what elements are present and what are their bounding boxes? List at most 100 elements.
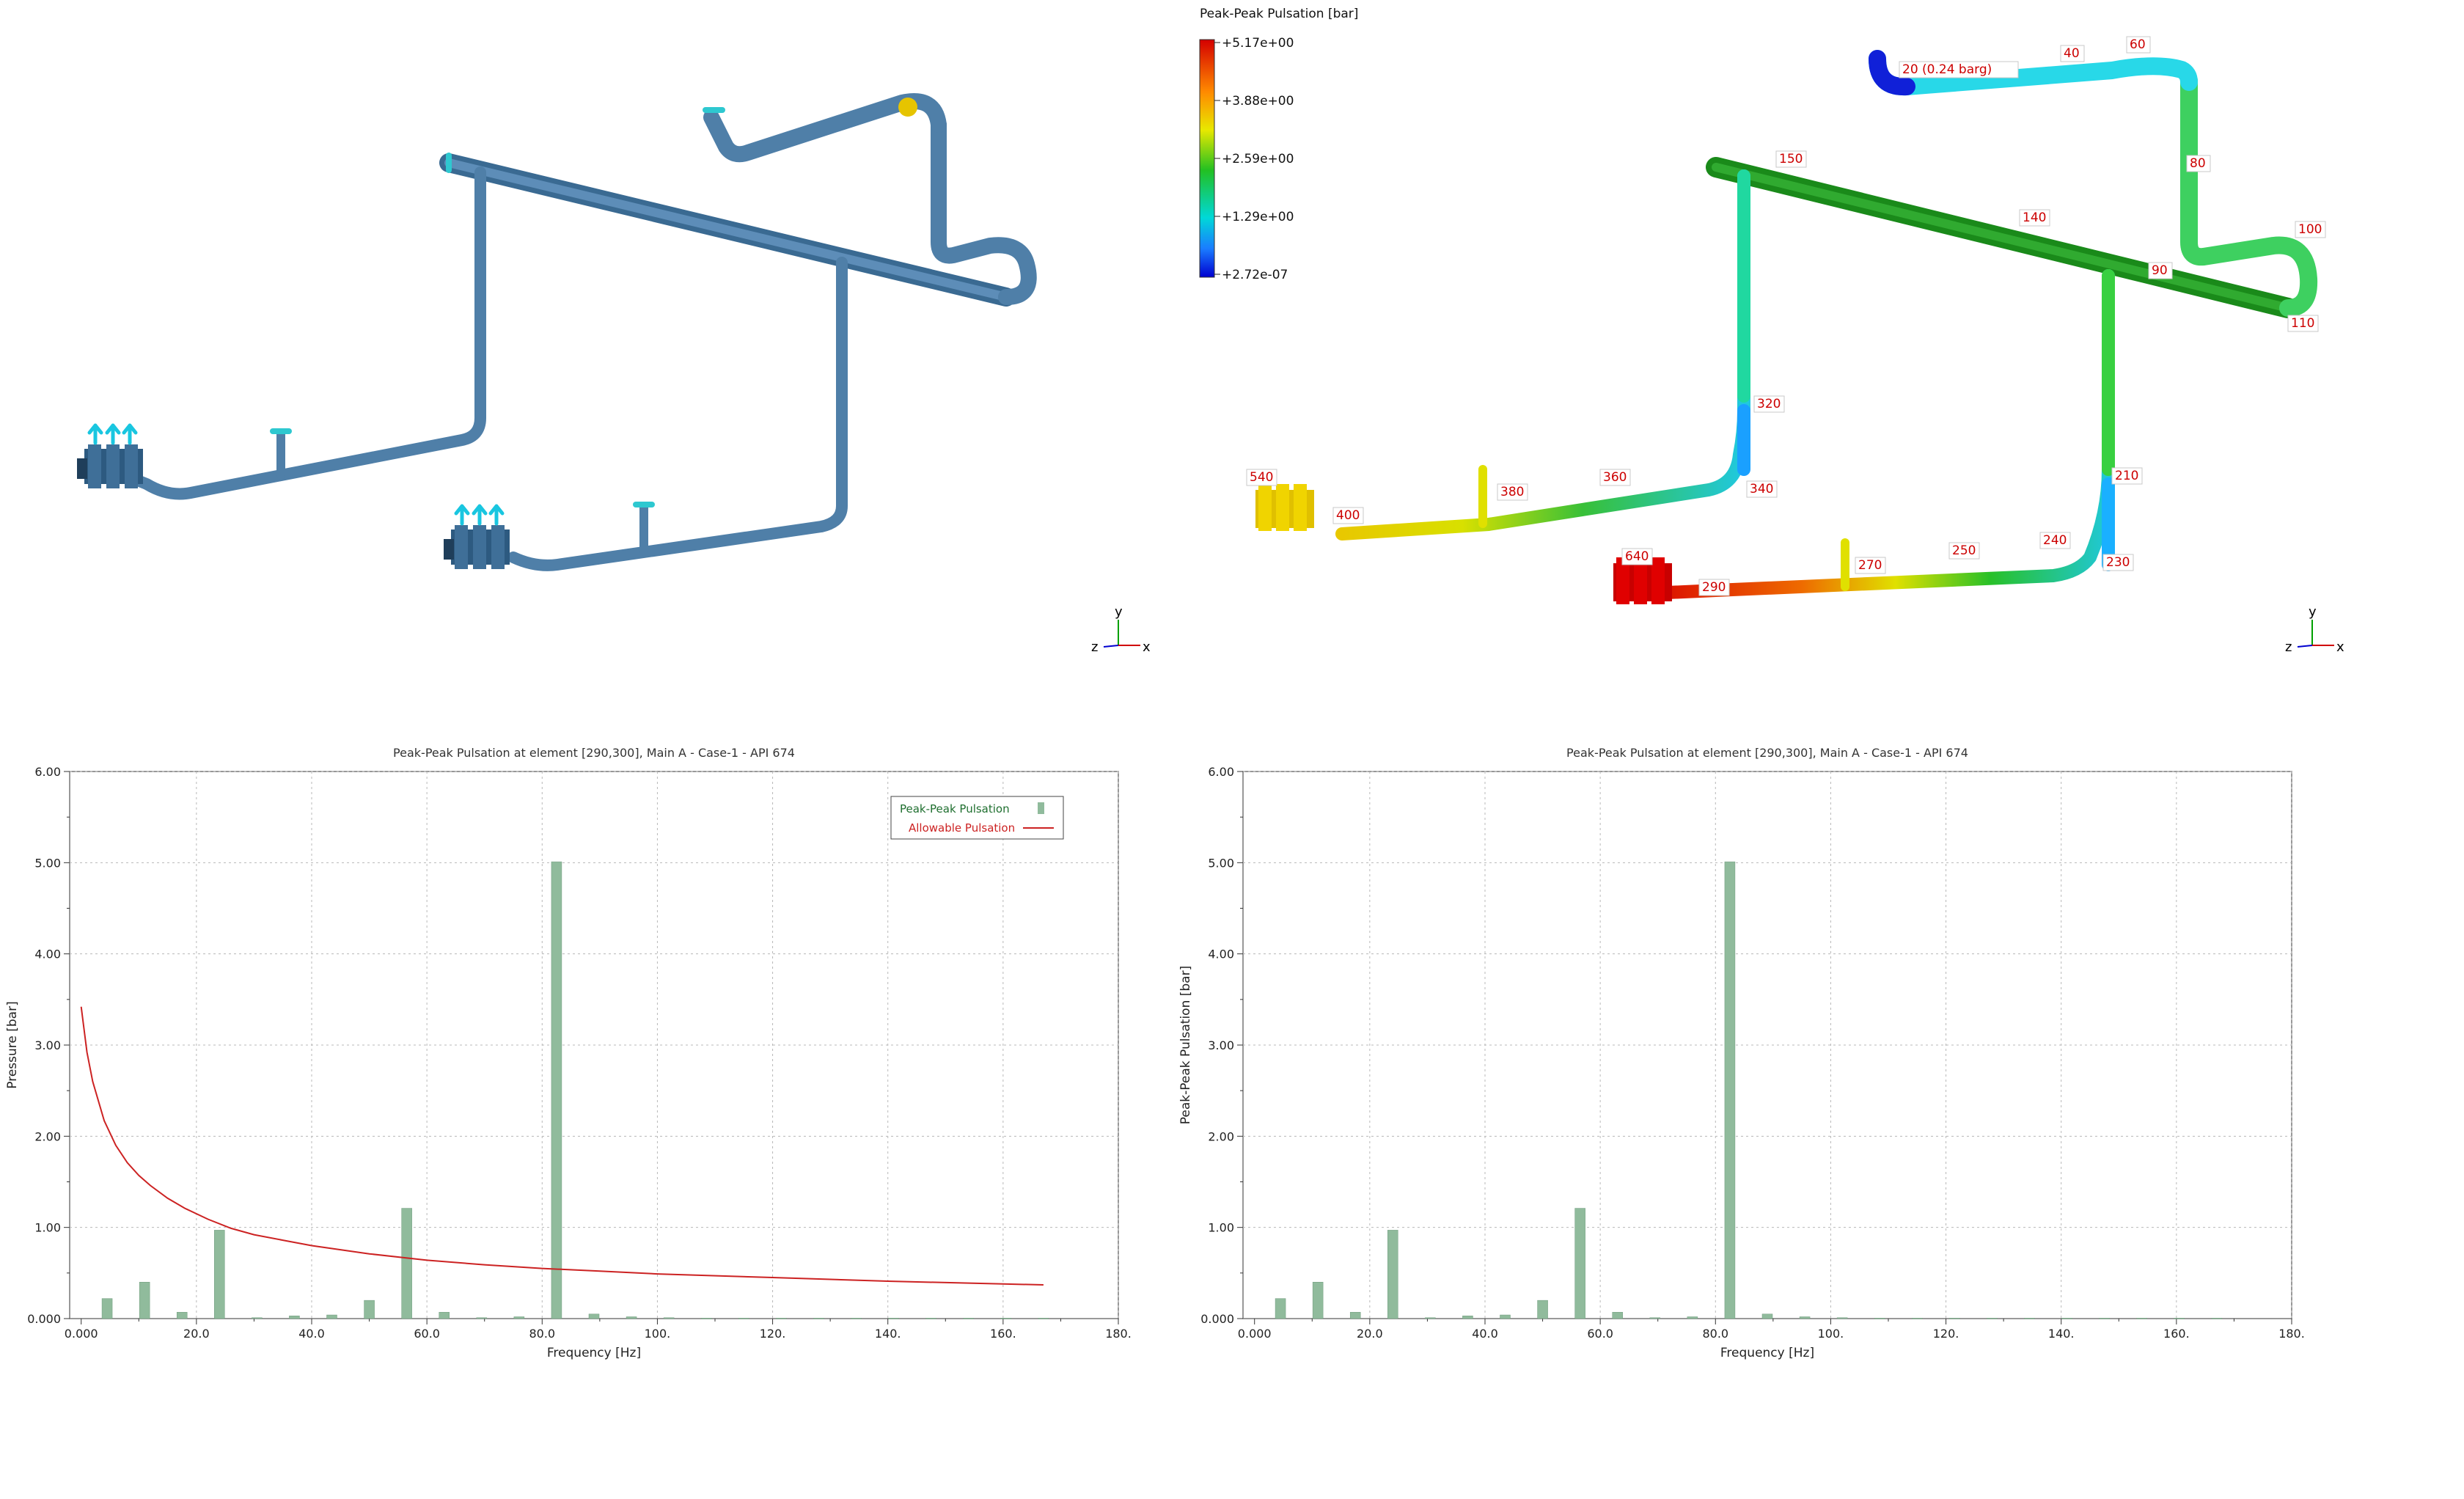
node-label: 140: [2019, 209, 2050, 227]
x-tick-label: 20.0: [1357, 1327, 1383, 1341]
bar: [1574, 1208, 1585, 1319]
piping-view-geometry[interactable]: [0, 0, 1210, 675]
legend: Peak-Peak Pulsation Allowable Pulsation: [890, 796, 1064, 840]
x-tick-label: 80.0: [529, 1327, 555, 1341]
bar: [925, 1318, 936, 1319]
svg-text:150: 150: [1779, 152, 1803, 166]
bar: [813, 1318, 824, 1319]
bar: [139, 1282, 150, 1319]
y-tick-label: 1.00: [1208, 1221, 1234, 1235]
contour-piping-network: [1255, 50, 2318, 604]
svg-text:540: 540: [1250, 470, 1273, 485]
x-tick-label: 60.0: [1587, 1327, 1613, 1341]
bar: [1387, 1230, 1398, 1319]
node-label: 80: [2186, 155, 2211, 172]
x-tick-label: 60.0: [414, 1327, 440, 1341]
bar: [1912, 1318, 1923, 1319]
node-label: 240: [2039, 532, 2071, 549]
svg-text:640: 640: [1625, 549, 1649, 564]
svg-text:210: 210: [2115, 469, 2138, 483]
bar: [626, 1316, 637, 1319]
bar: [2099, 1318, 2110, 1319]
legend-allowable-label: Allowable Pulsation: [909, 821, 1015, 835]
bar: [439, 1312, 450, 1319]
node-label: 90: [2148, 262, 2173, 279]
pulsation-contour-view[interactable]: Peak-Peak Pulsation [bar] +5.17e+00 +3.88…: [1195, 0, 2464, 675]
x-tick-label: 140.: [2048, 1327, 2075, 1341]
node-label: 230: [2102, 554, 2134, 571]
bar: [738, 1318, 749, 1319]
svg-text:80: 80: [2190, 156, 2206, 171]
node-label: 320: [1753, 395, 1785, 413]
node-label: 380: [1497, 483, 1528, 501]
bar: [888, 1318, 899, 1319]
header-loop-contour: [2180, 72, 2318, 317]
y-tick-label: 2.00: [34, 1129, 61, 1143]
triad-y-label: y: [2309, 604, 2317, 620]
svg-text:250: 250: [1952, 543, 1976, 558]
bar: [2061, 1318, 2072, 1319]
svg-text:230: 230: [2106, 555, 2130, 570]
bar: [1687, 1316, 1698, 1319]
svg-text:380: 380: [1500, 485, 1524, 499]
left-drop-contour: [1335, 169, 1750, 540]
bar: [1349, 1312, 1361, 1319]
bar: [1038, 1318, 1049, 1319]
y-tick-label: 2.00: [1208, 1129, 1234, 1143]
bar: [1649, 1317, 1661, 1319]
bar: [2024, 1318, 2035, 1319]
x-tick-label: 40.0: [1472, 1327, 1498, 1341]
y-tick-label: 0.000: [1200, 1312, 1234, 1326]
bar: [1874, 1318, 1885, 1319]
node-label: 110: [2287, 315, 2319, 332]
y-tick-label: 3.00: [34, 1038, 61, 1052]
x-tick-label: 80.0: [1702, 1327, 1728, 1341]
x-tick-label: 0.000: [65, 1327, 98, 1341]
y-tick-label: 6.00: [34, 765, 61, 779]
colorbar-title: Peak-Peak Pulsation [bar]: [1200, 7, 1358, 21]
bar: [851, 1318, 862, 1319]
y-tick-label: 0.000: [27, 1312, 61, 1326]
node-label: 360: [1599, 469, 1631, 486]
node-label: 640: [1621, 548, 1653, 565]
x-tick-label: 140.: [875, 1327, 901, 1341]
bar: [176, 1312, 188, 1319]
bar: [551, 861, 562, 1319]
legend-bar-swatch: [1038, 802, 1044, 814]
x-tick-label: 40.0: [298, 1327, 325, 1341]
bar: [2136, 1318, 2147, 1319]
svg-text:20 (0.24 barg): 20 (0.24 barg): [1902, 62, 1992, 77]
node-label: 290: [1698, 579, 1730, 596]
y-axis-label: Peak-Peak Pulsation [bar]: [1178, 966, 1193, 1124]
bar: [326, 1314, 337, 1319]
gray-piping-network: [77, 93, 1037, 571]
triad-x-label: x: [2336, 639, 2344, 655]
node-label: 100: [2295, 221, 2326, 238]
chart-right: Peak-Peak Pulsation at element [290,300]…: [1178, 746, 2305, 1360]
allowable-pulsation-line: [80, 1006, 1044, 1286]
node-labels: 20 (0.24 barg) 40 60 80 100 110 90 140 150 320 340…: [1246, 36, 2326, 596]
chart-title: Peak-Peak Pulsation at element [290,300]…: [1566, 746, 1968, 760]
svg-text:400: 400: [1336, 508, 1360, 523]
y-axis-label: Pressure [bar]: [5, 1001, 20, 1088]
header-loop: [931, 117, 1037, 305]
bar: [252, 1317, 263, 1319]
x-axis-label: Frequency [Hz]: [1720, 1346, 1814, 1360]
x-tick-label: 180.: [2278, 1327, 2305, 1341]
y-tick-label: 4.00: [1208, 948, 1234, 961]
svg-text:110: 110: [2291, 316, 2314, 331]
lower-cylinders-contour: [1613, 557, 1672, 604]
node-label: 340: [1746, 480, 1778, 498]
upper-cylinders-contour: [1255, 484, 1314, 531]
x-tick-label: 160.: [2163, 1327, 2190, 1341]
bar: [1275, 1298, 1286, 1319]
bar: [1949, 1318, 1960, 1319]
x-tick-label: 0.000: [1238, 1327, 1272, 1341]
y-tick-label: 5.00: [1208, 856, 1234, 870]
axis-triad-right: y x z: [2285, 604, 2344, 655]
y-tick-label: 5.00: [34, 856, 61, 870]
node-label: 400: [1332, 507, 1364, 524]
node-label: 210: [2111, 467, 2143, 485]
svg-text:360: 360: [1603, 470, 1627, 485]
x-tick-label: 120.: [760, 1327, 786, 1341]
